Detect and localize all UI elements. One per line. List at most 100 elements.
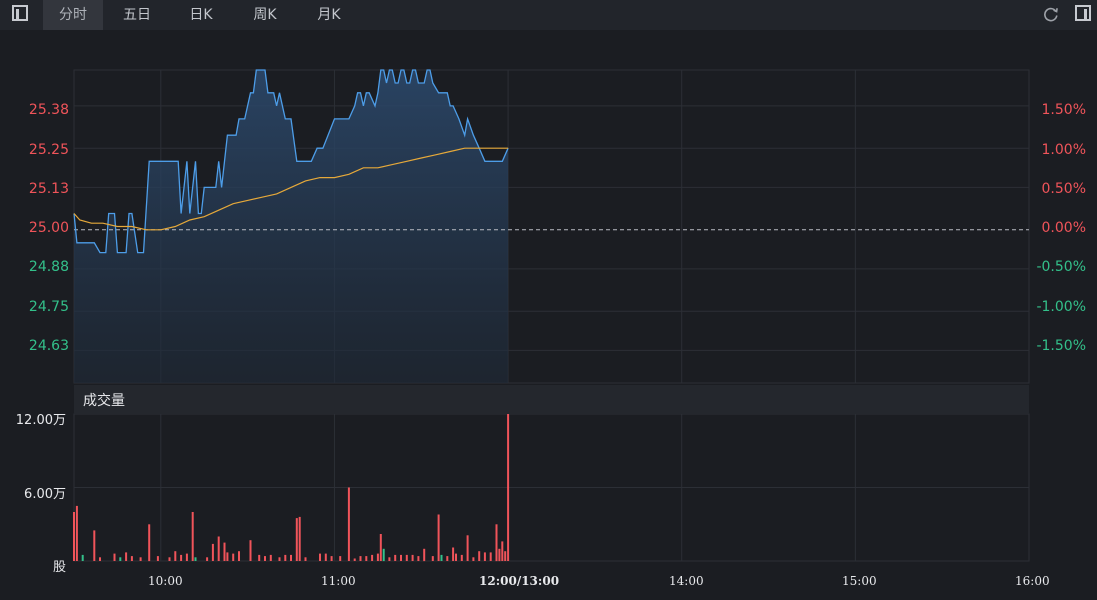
volume-title: 成交量 [83, 393, 125, 409]
volume-bar [472, 557, 475, 561]
y-left-tick: 25.00 [28, 220, 69, 236]
y-left-tick: 25.38 [28, 102, 69, 118]
volume-bar [504, 551, 507, 561]
price-area-fill [74, 70, 509, 383]
volume-bar [417, 556, 420, 561]
volume-bar [148, 524, 151, 562]
tab-five-day[interactable]: 五日 [123, 7, 151, 23]
volume-bar [394, 554, 397, 561]
volume-bar [125, 552, 128, 561]
volume-bar [466, 535, 469, 561]
volume-bar [359, 556, 362, 561]
volume-bar [119, 557, 122, 561]
volume-bar [452, 547, 455, 561]
volume-bar [483, 552, 486, 561]
volume-bar [319, 553, 321, 561]
volume-bar [156, 556, 159, 561]
volume-bar [211, 543, 214, 561]
y-right-tick: 0.50% [1041, 181, 1086, 197]
volume-y-tick: 6.00万 [24, 487, 66, 502]
volume-bar [264, 556, 266, 561]
volume-bar [353, 558, 356, 561]
y-left-tick: 24.88 [28, 259, 69, 275]
volume-bar [194, 557, 197, 561]
x-tick: 16:00 [1015, 574, 1050, 588]
volume-bar [411, 554, 414, 561]
y-right-tick: -1.00% [1036, 299, 1086, 315]
x-tick: 11:00 [321, 574, 356, 588]
panel-toggle-icon[interactable] [1075, 5, 1091, 21]
volume-bar [501, 541, 504, 561]
volume-bar [405, 554, 408, 561]
tab-weekly-k[interactable]: 周K [253, 7, 277, 23]
volume-bar [478, 551, 481, 561]
y-left-tick: 25.13 [28, 181, 69, 197]
tab-monthly-k[interactable]: 月K [317, 7, 341, 23]
volume-bar [269, 554, 272, 561]
x-tick: 12:00/13:00 [479, 574, 560, 588]
volume-bar [376, 553, 379, 561]
tab-intraday[interactable]: 分时 [43, 0, 103, 30]
volume-bar [304, 557, 307, 561]
volume-bar [330, 556, 333, 561]
volume-bar [423, 548, 426, 562]
volume-bar [99, 557, 101, 561]
volume-bar [249, 540, 252, 561]
volume-y-tick: 12.00万 [15, 413, 66, 428]
volume-bar [130, 556, 133, 561]
volume-bar [431, 556, 434, 561]
volume-bar [495, 524, 498, 562]
volume-bar [75, 505, 78, 561]
volume-bar [437, 514, 440, 561]
volume-bar [258, 554, 261, 561]
volume-bar [278, 557, 281, 561]
volume-bar [284, 554, 287, 561]
y-right-tick: -1.50% [1036, 338, 1086, 354]
y-right-tick: 1.50% [1041, 102, 1086, 118]
volume-bar [185, 553, 188, 561]
volume-bar [382, 548, 385, 562]
volume-bar [507, 414, 510, 561]
x-tick: 15:00 [842, 574, 877, 588]
volume-bar [347, 487, 350, 561]
volume-title-bar: 成交量 [74, 385, 1029, 414]
volume-bar [295, 518, 298, 561]
refresh-icon[interactable] [1042, 5, 1060, 23]
volume-bar [226, 552, 229, 561]
average-price-line [73, 147, 509, 231]
y-left-tick: 24.63 [28, 338, 69, 354]
volume-bar [455, 553, 457, 561]
period-toolbar: 分时 五日 日K 周K 月K [0, 0, 1097, 30]
volume-bar [498, 548, 501, 562]
volume-bar [446, 556, 449, 561]
x-tick: 10:00 [148, 574, 183, 588]
y-right-tick: 1.00% [1041, 142, 1086, 158]
y-left-tick: 24.75 [28, 299, 69, 315]
volume-bar [139, 557, 142, 561]
volume-bar [339, 556, 342, 561]
volume-bar [365, 556, 368, 561]
panel-toggle-icon[interactable] [12, 5, 28, 21]
volume-bar [324, 553, 327, 561]
y-right-tick: -0.50% [1036, 259, 1086, 275]
volume-bar [180, 554, 183, 561]
volume-unit: 股 [52, 560, 66, 575]
volume-bar [379, 534, 382, 561]
volume-bar [81, 554, 84, 561]
volume-bar [191, 512, 194, 561]
volume-bar [388, 557, 391, 561]
volume-bar [371, 554, 374, 561]
volume-bar [73, 512, 75, 561]
volume-bar [290, 554, 292, 561]
y-left-tick: 25.25 [28, 142, 69, 158]
volume-bar [223, 542, 226, 561]
volume-bar [298, 516, 301, 561]
volume-bar [168, 557, 171, 561]
tab-daily-k[interactable]: 日K [189, 7, 213, 23]
volume-bar [460, 554, 463, 561]
x-tick: 14:00 [669, 574, 704, 588]
volume-bar [238, 551, 240, 561]
volume-bar [206, 557, 209, 561]
y-right-tick: 0.00% [1041, 220, 1086, 236]
